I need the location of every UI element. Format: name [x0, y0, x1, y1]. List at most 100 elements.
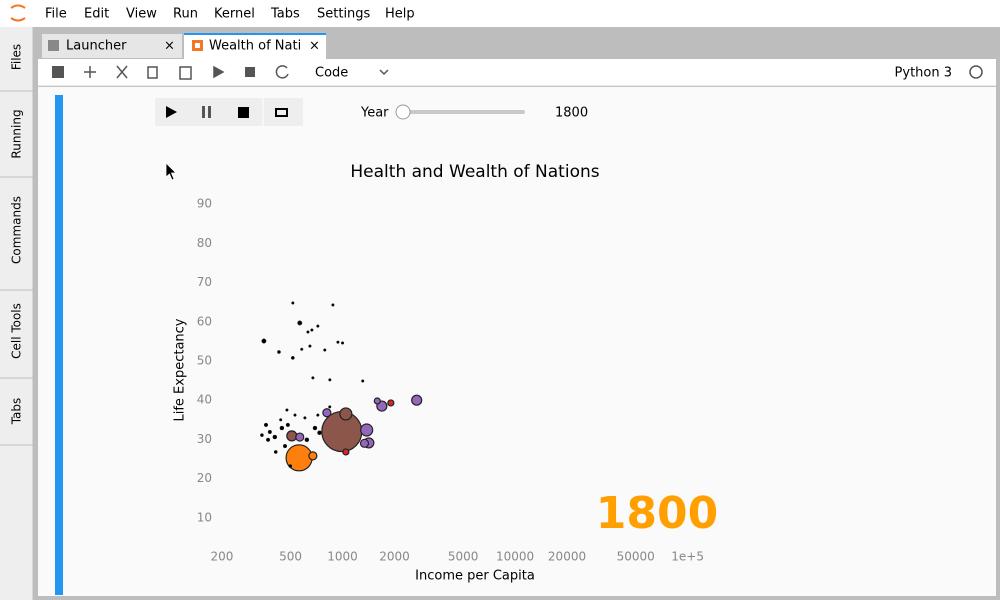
play-button[interactable]: [166, 106, 177, 118]
tab-title[interactable]: Launcher: [66, 39, 127, 54]
x-axis-label: Income per Capita: [415, 569, 535, 584]
y-tick-label: 70: [197, 275, 212, 289]
y-tick-label: 50: [197, 354, 212, 368]
bubble: [387, 399, 395, 407]
bubble: [322, 408, 332, 418]
cell-type-dropdown[interactable]: Code: [315, 66, 348, 81]
bubble: [312, 425, 318, 431]
y-tick-label: 40: [197, 393, 212, 407]
interrupt-button[interactable]: [245, 67, 255, 77]
bubble: [279, 418, 283, 422]
menu-item[interactable]: Kernel: [214, 7, 255, 22]
insert-button[interactable]: [84, 66, 96, 78]
active-tab-indicator: [184, 33, 326, 35]
bubble: [323, 348, 327, 352]
bubble: [360, 423, 374, 437]
bubble: [341, 341, 345, 345]
menu-bar: [0, 0, 1000, 27]
bubble: [279, 425, 285, 431]
sidebar-tab[interactable]: Cell Tools: [10, 303, 24, 359]
bubble: [361, 379, 365, 383]
bubble: [316, 324, 320, 328]
save-button[interactable]: [52, 66, 64, 78]
logo: [10, 4, 26, 22]
bubble: [260, 433, 264, 437]
pause-button[interactable]: [202, 106, 211, 118]
bubble: [310, 328, 314, 332]
repeat-button[interactable]: [275, 108, 288, 117]
launcher-icon: [48, 40, 59, 51]
bubble: [342, 448, 350, 456]
x-tick-label: 2000: [379, 550, 410, 564]
tab-notebook[interactable]: [184, 33, 326, 59]
bubble: [316, 413, 320, 417]
chart: Health and Wealth of Nations Income per …: [173, 162, 719, 584]
y-tick-label: 80: [197, 236, 212, 250]
bubble: [373, 397, 381, 405]
cut-button[interactable]: [116, 65, 128, 79]
menu-item[interactable]: Settings: [317, 7, 371, 22]
left-sidebar: [0, 27, 33, 600]
bubble: [304, 437, 310, 443]
cell-collapser[interactable]: [55, 95, 63, 595]
sidebar-tab[interactable]: Files: [10, 44, 24, 70]
bubble: [286, 430, 298, 442]
bubble: [272, 434, 278, 440]
bubble: [331, 303, 335, 307]
bubble: [306, 330, 310, 334]
bubble: [266, 437, 271, 442]
kernel-status: [969, 65, 983, 79]
slider-value: 1800: [555, 106, 588, 121]
bubble: [291, 301, 295, 305]
cell-type-caret[interactable]: [379, 69, 389, 76]
mouse-cursor: [165, 162, 177, 181]
x-tick-label: 1e+5: [671, 550, 704, 564]
notebook-icon-inner: [195, 43, 200, 48]
close-icon[interactable]: ×: [164, 39, 175, 54]
menu-item[interactable]: Tabs: [270, 7, 300, 22]
sidebar-tab[interactable]: Commands: [10, 196, 24, 264]
stop-button[interactable]: [238, 107, 249, 118]
bubble: [263, 422, 269, 427]
sidebar-tab[interactable]: Tabs: [10, 398, 24, 426]
x-tick-label: 1000: [327, 550, 358, 564]
tab-title[interactable]: Wealth of Nati: [209, 39, 301, 54]
restart-button[interactable]: [275, 65, 289, 79]
bubble: [282, 444, 288, 449]
menu-item[interactable]: View: [126, 7, 157, 22]
bubble: [261, 338, 267, 344]
x-tick-label: 50000: [617, 550, 655, 564]
notebook-panel: [38, 87, 996, 596]
kernel-name[interactable]: Python 3: [895, 66, 952, 81]
close-icon[interactable]: ×: [309, 39, 320, 54]
play-controls: [155, 98, 303, 126]
bubble: [293, 413, 297, 417]
chart-title: Health and Wealth of Nations: [350, 162, 599, 182]
x-tick-label: 20000: [548, 550, 586, 564]
bubble: [267, 429, 272, 435]
sidebar-tab[interactable]: Running: [10, 109, 24, 158]
y-axis-label: Life Expectancy: [173, 318, 188, 421]
tab-launcher[interactable]: [42, 34, 182, 58]
paste-button[interactable]: [179, 66, 192, 80]
y-tick-label: 30: [197, 432, 212, 446]
menu-item[interactable]: Help: [385, 7, 415, 22]
menu-item[interactable]: File: [45, 7, 67, 22]
x-tick-label: 5000: [448, 550, 479, 564]
menu-item[interactable]: Edit: [84, 7, 109, 22]
y-tick-label: 60: [197, 314, 212, 328]
toolbar-icons: [52, 65, 983, 80]
copy-button[interactable]: [147, 66, 158, 79]
bubble: [411, 394, 423, 406]
bubble: [339, 407, 353, 421]
bubble: [288, 464, 293, 468]
y-tick-label: 20: [197, 471, 212, 485]
bubble: [285, 408, 289, 412]
notebook-toolbar: [38, 59, 996, 86]
slider-handle[interactable]: [395, 104, 411, 120]
y-tick-label: 90: [197, 197, 212, 211]
slider-track[interactable]: [403, 110, 525, 114]
menu-item[interactable]: Run: [173, 7, 198, 22]
run-button[interactable]: [213, 65, 225, 79]
